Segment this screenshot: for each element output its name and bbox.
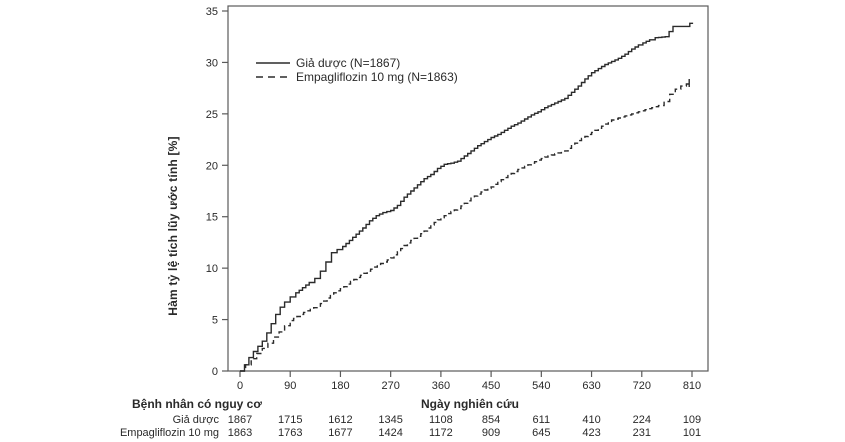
- risk-value-empagliflozin: 101: [683, 427, 701, 439]
- risk-value-placebo: 1108: [429, 414, 453, 426]
- risk-value-empagliflozin: 1172: [429, 427, 453, 439]
- risk-value-empagliflozin: 423: [582, 427, 600, 439]
- y-tick-label: 25: [206, 109, 218, 121]
- y-tick-label: 10: [206, 263, 218, 275]
- risk-value-placebo: 1612: [328, 414, 352, 426]
- risk-row-label-empagliflozin: Empagliflozin 10 mg: [120, 427, 219, 439]
- plot-frame: [227, 5, 709, 372]
- y-tick-label: 15: [206, 212, 218, 224]
- legend-label-placebo: Giả dược (N=1867): [296, 56, 400, 70]
- risk-value-empagliflozin: 1677: [328, 427, 352, 439]
- x-tick-label: 450: [482, 380, 500, 392]
- risk-value-empagliflozin: 909: [482, 427, 500, 439]
- risk-value-placebo: 854: [482, 414, 500, 426]
- empagliflozin-curve: [240, 83, 690, 372]
- legend-label-empagliflozin: Empagliflozin 10 mg (N=1863): [296, 70, 458, 84]
- y-tick-label: 0: [212, 366, 218, 378]
- x-tick-label: 720: [633, 380, 651, 392]
- x-tick-label: 540: [532, 380, 550, 392]
- y-tick-label: 20: [206, 160, 218, 172]
- risk-value-placebo: 611: [533, 414, 551, 426]
- placebo-curve: [240, 22, 694, 372]
- risk-value-placebo: 1867: [228, 414, 252, 426]
- risk-value-empagliflozin: 1763: [278, 427, 302, 439]
- y-tick-label: 35: [206, 6, 218, 18]
- risk-value-empagliflozin: 645: [532, 427, 550, 439]
- risk-value-empagliflozin: 231: [633, 427, 651, 439]
- x-tick-label: 90: [284, 380, 296, 392]
- risk-value-empagliflozin: 1424: [378, 427, 402, 439]
- x-tick-label: 810: [683, 380, 701, 392]
- risk-row-label-placebo: Giả dược: [173, 414, 220, 426]
- risk-value-placebo: 1715: [278, 414, 302, 426]
- risk-value-placebo: 1345: [378, 414, 402, 426]
- risk-table-title: Bệnh nhân có nguy cơ: [132, 397, 262, 411]
- risk-value-placebo: 224: [633, 414, 651, 426]
- x-axis-title: Ngày nghiên cứu: [421, 397, 519, 411]
- risk-value-placebo: 410: [582, 414, 600, 426]
- x-tick-label: 630: [582, 380, 600, 392]
- risk-value-empagliflozin: 1863: [228, 427, 252, 439]
- y-tick-label: 5: [212, 315, 218, 327]
- x-tick-label: 0: [237, 380, 243, 392]
- x-tick-label: 360: [432, 380, 450, 392]
- y-tick-label: 30: [206, 57, 218, 69]
- risk-value-placebo: 109: [683, 414, 701, 426]
- y-axis-title: Hàm tỷ lệ tích lũy ước tính [%]: [166, 136, 180, 315]
- x-tick-label: 270: [381, 380, 399, 392]
- x-tick-label: 180: [331, 380, 349, 392]
